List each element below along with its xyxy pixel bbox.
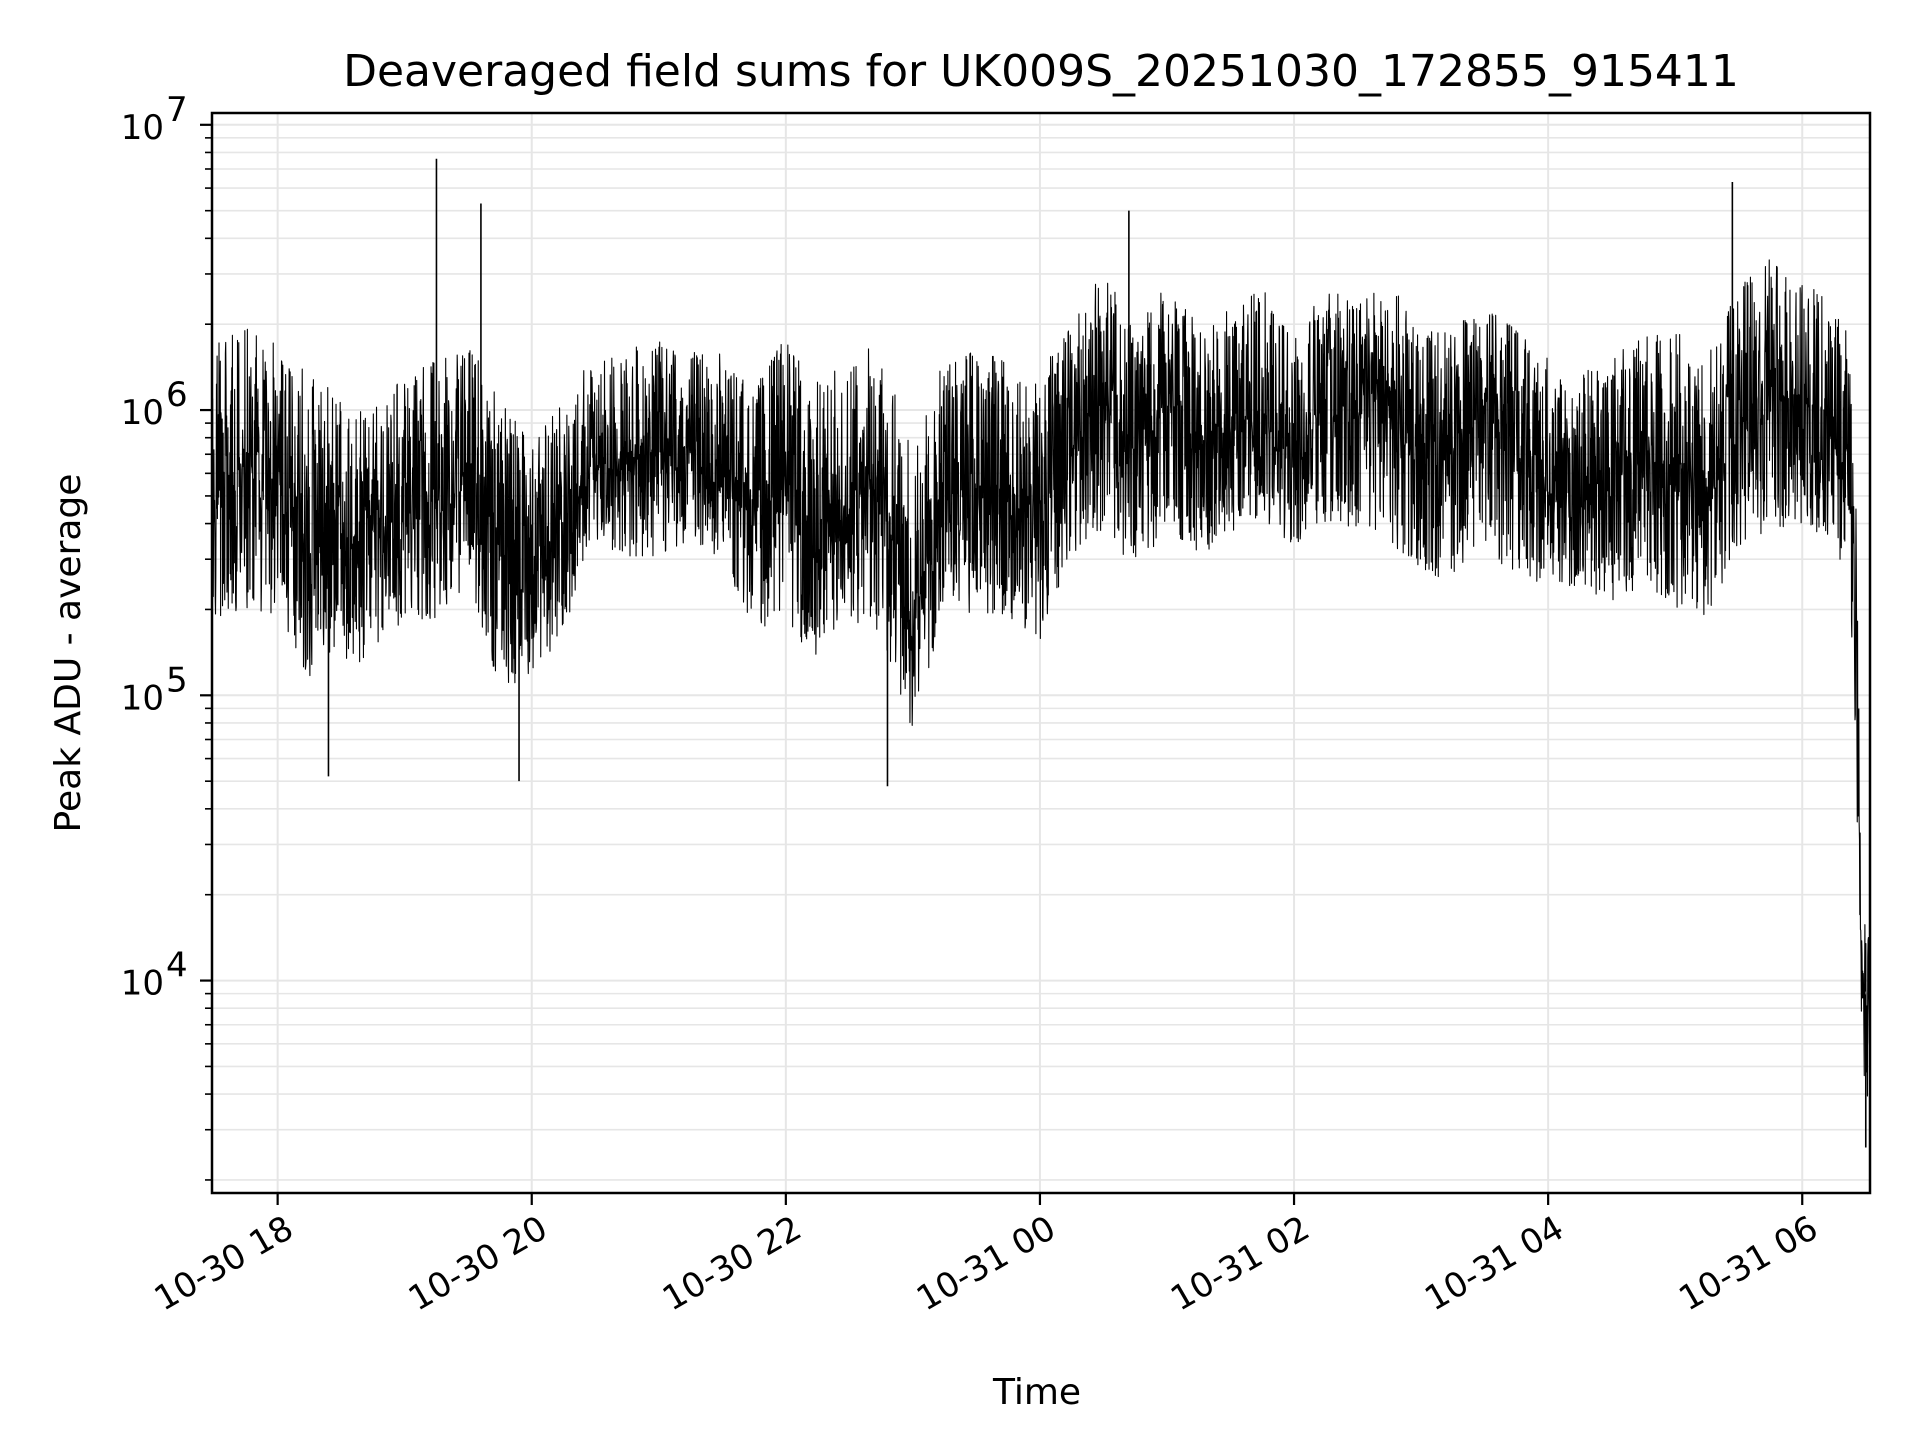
- y-tick-label: 10: [121, 964, 164, 1004]
- y-axis-title: Peak ADU - average: [48, 474, 89, 833]
- y-tick-label: 10: [121, 393, 164, 433]
- y-tick-label-exponent: 4: [166, 946, 188, 986]
- grid-layer: [212, 113, 1870, 1193]
- x-tick-label: 10-30 20: [402, 1208, 554, 1319]
- series-line: [211, 259, 1871, 1097]
- x-tick-label: 10-30 22: [656, 1208, 808, 1319]
- chart-title: Deaveraged field sums for UK009S_2025103…: [343, 46, 1739, 97]
- x-tick-label: 10-31 02: [1164, 1208, 1316, 1319]
- y-tick-label-exponent: 6: [166, 375, 188, 415]
- y-tick-label-exponent: 5: [166, 660, 188, 700]
- y-tick-label-exponent: 7: [166, 90, 188, 130]
- x-tick-label: 10-30 18: [148, 1208, 300, 1319]
- x-tick-label: 10-31 04: [1418, 1208, 1570, 1319]
- y-tick-label: 10: [121, 678, 164, 718]
- y-tick-label: 10: [121, 108, 164, 148]
- series-layer: [211, 158, 1871, 1148]
- x-axis-title: Time: [992, 1372, 1081, 1413]
- plot-frame: [210, 111, 1872, 1195]
- x-tick-label: 10-31 00: [910, 1208, 1062, 1319]
- x-tick-label: 10-31 06: [1672, 1208, 1824, 1319]
